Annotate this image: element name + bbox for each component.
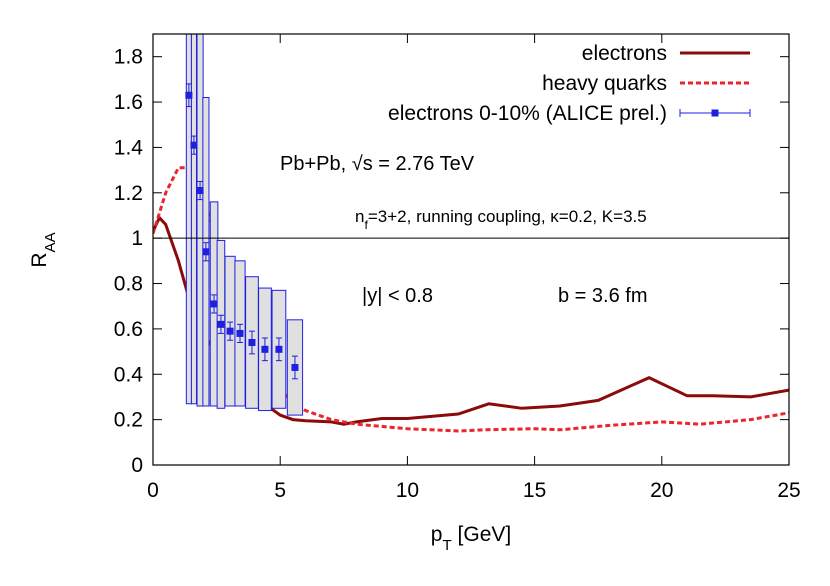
y-tick-label: 1.8: [114, 46, 143, 69]
text-part: =3+2, running coupling, κ=0.2, K=3.5: [368, 207, 647, 226]
plot-frame: [152, 33, 790, 466]
data-point: [196, 187, 204, 195]
y-tick-label: 0.6: [114, 318, 143, 341]
y-tick-label: 0.2: [114, 409, 143, 432]
x-axis-label: pT [GeV]: [431, 523, 511, 554]
x-tick-label: 15: [523, 479, 546, 502]
annotation: Pb+Pb, √s = 2.76 TeV: [280, 153, 475, 175]
data-point: [291, 363, 299, 371]
data-point: [217, 320, 225, 328]
data-point: [236, 329, 244, 337]
text-part: |y| < 0.8: [362, 285, 433, 307]
y-tick-label: 1.6: [114, 91, 143, 114]
text-part: T: [442, 537, 451, 554]
y-tick-label: 0: [131, 454, 143, 477]
y-tick-label: 0.8: [114, 273, 143, 296]
y-tick-label: 1: [131, 227, 143, 250]
x-tick-label: 20: [650, 479, 673, 502]
annotation: |y| < 0.8: [362, 285, 433, 307]
x-tick-label: 25: [777, 479, 800, 502]
text-part: R: [28, 252, 51, 267]
legend-label: electrons 0-10% (ALICE prel.): [388, 102, 667, 125]
x-tick-label: 5: [274, 479, 286, 502]
data-point: [185, 91, 193, 99]
text-part: p: [431, 523, 443, 546]
data-point: [210, 300, 218, 308]
data-point: [275, 345, 283, 353]
annotation: nf=3+2, running coupling, κ=0.2, K=3.5: [355, 207, 647, 232]
plot-area: [153, 34, 789, 433]
data-point: [202, 248, 210, 256]
data-point: [226, 327, 234, 335]
sys-box: [185, 34, 192, 405]
y-tick-label: 0.4: [114, 363, 144, 386]
annotation: b = 3.6 fm: [558, 285, 648, 307]
legend-label: heavy quarks: [542, 72, 667, 95]
legend-label: electrons: [582, 42, 667, 65]
text-part: b = 3.6 fm: [558, 285, 648, 307]
x-tick-label: 0: [147, 479, 159, 502]
x-tick-label: 10: [396, 479, 419, 502]
text-part: f: [364, 218, 368, 232]
sys-box: [196, 34, 204, 407]
text-part: [GeV]: [452, 523, 512, 546]
data-point: [248, 339, 256, 347]
data-point: [190, 141, 198, 149]
text-part: AA: [42, 231, 59, 252]
data-point: [261, 345, 269, 353]
y-axis-label: RAA: [28, 231, 59, 267]
sys-box: [190, 34, 198, 405]
text-part: Pb+Pb, √s = 2.76 TeV: [280, 153, 475, 175]
y-tick-label: 1.4: [114, 136, 144, 159]
y-tick-label: 1.2: [114, 182, 143, 205]
legend-swatch: [711, 109, 719, 117]
text-part: n: [355, 207, 364, 226]
